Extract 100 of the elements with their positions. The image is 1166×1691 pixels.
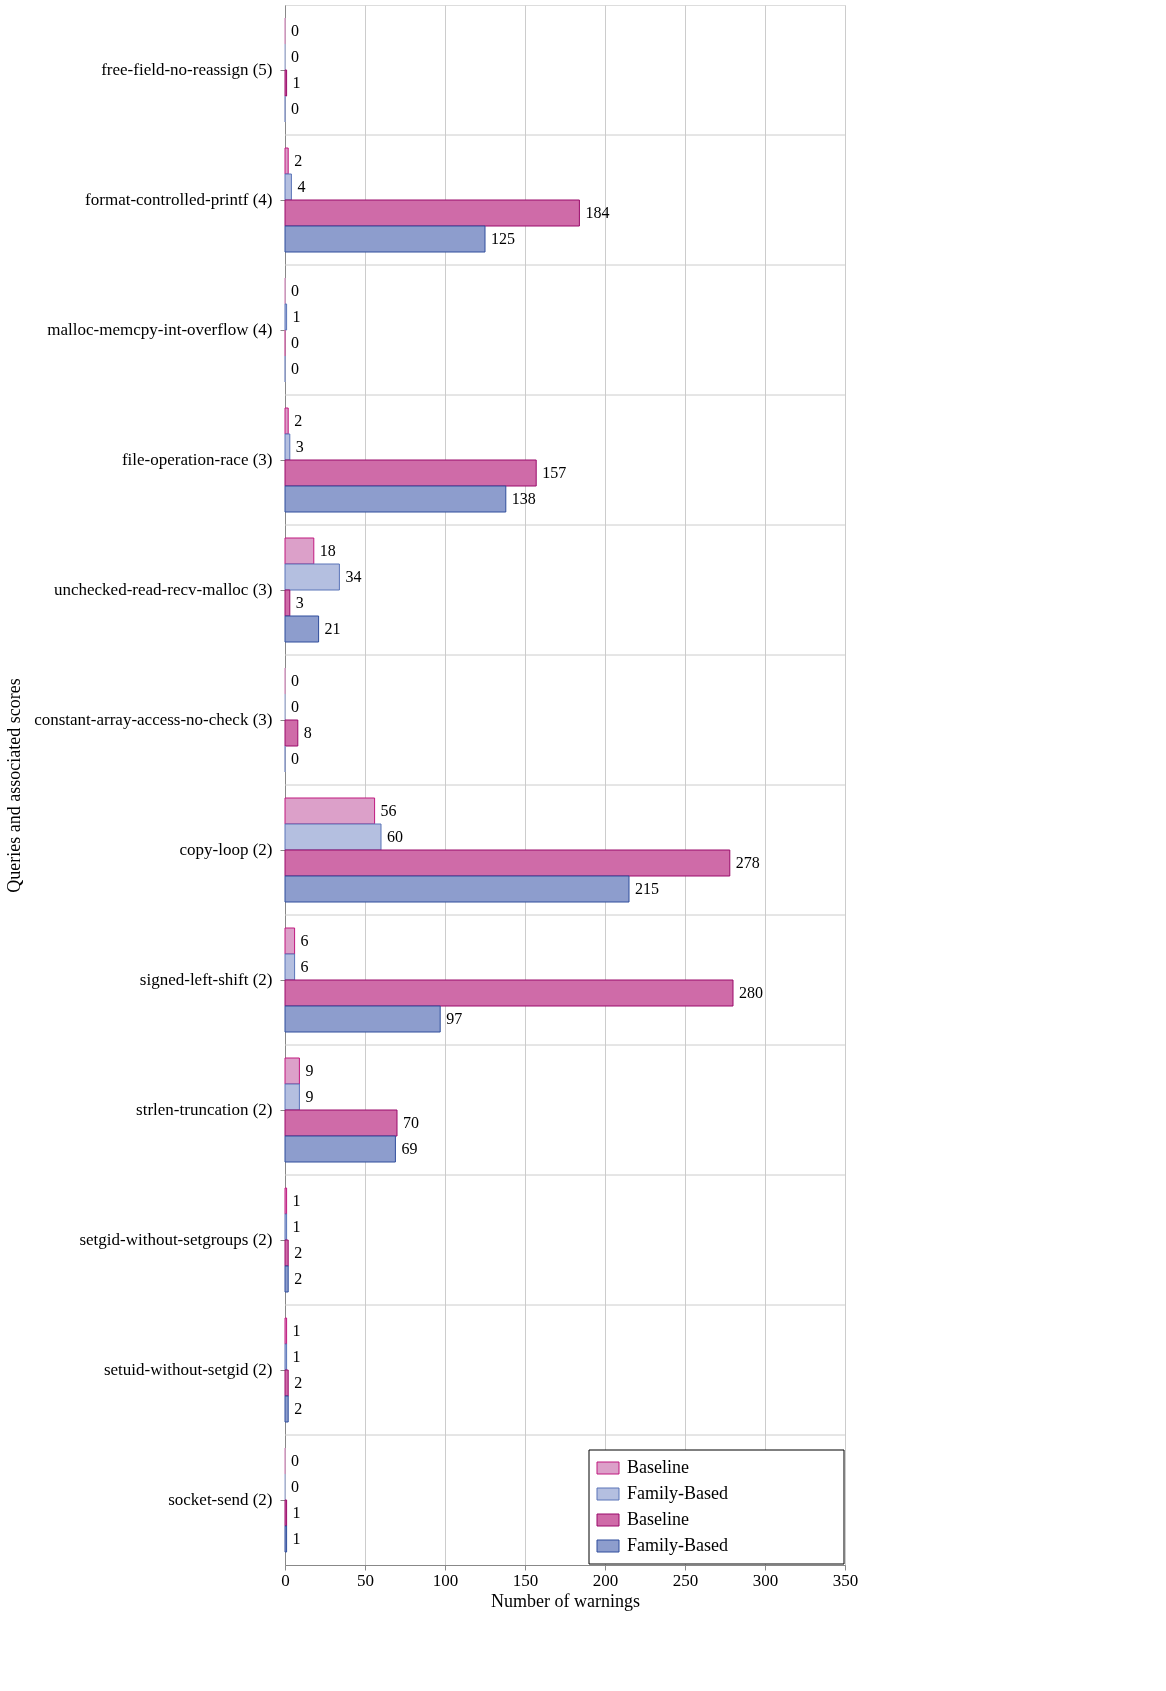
legend-label: Baseline (627, 1509, 689, 1529)
bar (284, 459, 537, 487)
y-tick-label: format-controlled-printf (4) (85, 190, 273, 209)
data-label: 125 (491, 230, 515, 247)
data-label: 70 (403, 1114, 419, 1131)
data-label: 60 (387, 828, 403, 845)
data-label: 1 (292, 1530, 301, 1547)
data-label: 1 (292, 74, 301, 91)
bar (284, 485, 507, 513)
y-tick-label: setgid-without-setgroups (2) (79, 1230, 273, 1249)
bar (284, 433, 291, 461)
data-label: 2 (294, 412, 303, 429)
data-label: 184 (585, 204, 610, 221)
data-label: 0 (291, 48, 299, 65)
bar (284, 979, 734, 1007)
y-tick-label: constant-array-access-no-check (3) (34, 710, 273, 729)
bar (284, 927, 296, 955)
data-label: 280 (739, 984, 763, 1001)
y-tick-label: copy-loop (2) (179, 840, 273, 859)
bar (284, 1005, 441, 1033)
data-label: 0 (291, 750, 299, 767)
data-label: 18 (319, 542, 336, 559)
bar (284, 615, 320, 643)
data-label: 0 (291, 672, 299, 689)
data-label: 1 (292, 1348, 301, 1365)
legend-label: Family-Based (627, 1483, 728, 1503)
x-tick-label: 250 (672, 1570, 699, 1590)
bar (284, 875, 630, 903)
y-tick-label: setuid-without-setgid (2) (103, 1360, 273, 1379)
data-label: 1 (292, 1322, 301, 1339)
y-tick-label: strlen-truncation (2) (136, 1100, 273, 1119)
data-label: 2 (294, 1374, 303, 1391)
data-label: 0 (291, 100, 299, 117)
x-tick-label: 300 (752, 1570, 779, 1590)
data-label: 2 (294, 1244, 303, 1261)
y-axis-title: Queries and associated scores (3, 678, 24, 893)
y-tick-label: socket-send (2) (168, 1490, 273, 1509)
bar (284, 953, 296, 981)
data-label: 1 (292, 1218, 301, 1235)
data-label: 2 (294, 152, 303, 169)
bar (284, 537, 315, 565)
data-label: 8 (303, 724, 312, 741)
bar (284, 173, 292, 201)
data-label: 278 (735, 854, 760, 871)
x-tick-label: 200 (592, 1570, 619, 1590)
bar (284, 1369, 289, 1397)
bar (284, 1395, 289, 1423)
bar (284, 563, 340, 591)
bar (284, 225, 486, 253)
bar (284, 719, 299, 747)
bar (284, 147, 289, 175)
data-label: 0 (291, 698, 299, 715)
x-tick-label: 50 (357, 1570, 374, 1590)
bar (284, 199, 580, 227)
bar (284, 589, 291, 617)
x-axis-title: Number of warnings (491, 1590, 640, 1611)
x-tick-label: 100 (432, 1570, 459, 1590)
data-label: 0 (291, 360, 299, 377)
data-label: 1 (292, 308, 301, 325)
legend-label: Baseline (627, 1457, 689, 1477)
y-tick-label: free-field-no-reassign (5) (101, 60, 273, 79)
bar (284, 1083, 300, 1111)
bar (284, 1109, 398, 1137)
data-label: 4 (297, 178, 306, 195)
bar (284, 1057, 300, 1085)
x-tick-label: 150 (512, 1570, 539, 1590)
data-label: 157 (542, 464, 567, 481)
data-label: 0 (291, 1452, 299, 1469)
data-label: 0 (291, 334, 299, 351)
data-label: 9 (305, 1088, 314, 1105)
x-tick-label: 0 (281, 1570, 290, 1590)
data-label: 138 (511, 490, 536, 507)
data-label: 0 (291, 22, 299, 39)
data-label: 69 (401, 1140, 418, 1157)
data-label: 56 (380, 802, 397, 819)
bar (284, 823, 382, 851)
bar (284, 407, 289, 435)
data-label: 21 (324, 620, 341, 637)
data-label: 6 (300, 932, 309, 949)
bar (284, 797, 376, 825)
data-label: 2 (294, 1270, 303, 1287)
y-tick-label: file-operation-race (3) (121, 450, 273, 469)
y-tick-label: malloc-memcpy-int-overflow (4) (47, 320, 273, 339)
bar (284, 1265, 289, 1293)
data-label: 34 (345, 568, 362, 585)
data-label: 1 (292, 1504, 301, 1521)
data-label: 0 (291, 1478, 299, 1495)
bar (284, 1239, 289, 1267)
data-label: 2 (294, 1400, 303, 1417)
legend-label: Family-Based (627, 1535, 728, 1555)
data-label: 6 (300, 958, 309, 975)
data-label: 215 (635, 880, 659, 897)
data-label: 3 (295, 594, 304, 611)
data-label: 9 (305, 1062, 314, 1079)
data-label: 0 (291, 282, 299, 299)
bar (284, 849, 731, 877)
data-label: 1 (292, 1192, 301, 1209)
data-label: 3 (295, 438, 304, 455)
data-label: 97 (446, 1010, 463, 1027)
y-tick-label: unchecked-read-recv-malloc (3) (53, 580, 273, 599)
